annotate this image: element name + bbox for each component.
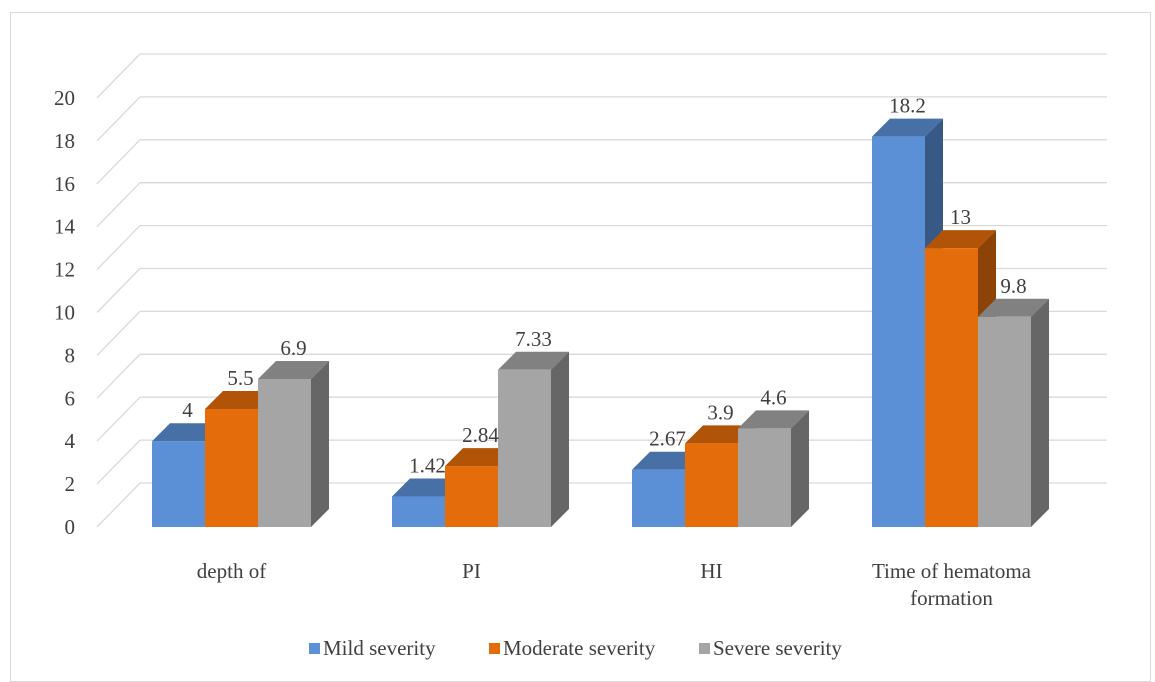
y-tick-label: 18 [54, 129, 75, 153]
legend-item: Severe severity [699, 636, 842, 660]
legend-label: Severe severity [713, 636, 842, 660]
bar [978, 298, 1049, 527]
bar [925, 230, 996, 527]
category-label: formation [910, 586, 993, 610]
bars [152, 118, 1049, 528]
y-tick-label: 6 [65, 386, 76, 410]
gridline [96, 53, 1107, 99]
data-label: 2.84 [462, 423, 499, 447]
data-label: 6.9 [280, 336, 306, 360]
category-label: HI [700, 559, 722, 583]
data-label: 4 [182, 398, 193, 422]
data-label: 5.5 [227, 366, 253, 390]
y-axis-ticks: 0 2 4 6 8 10 12 14 16 18 20 [54, 86, 76, 539]
y-tick-label: 14 [54, 215, 76, 239]
gridline [96, 224, 1107, 271]
y-tick-label: 12 [54, 258, 75, 282]
legend-swatch [309, 643, 320, 654]
data-label: 4.6 [760, 385, 786, 409]
data-label: 3.9 [707, 400, 733, 424]
data-labels: 4 5.5 6.9 1.42 2.84 7.33 2.67 3.9 4.6 18.2 13 9.8 [182, 94, 1026, 478]
legend-item: Moderate severity [489, 636, 656, 660]
gridline [96, 96, 1107, 142]
legend-swatch [489, 643, 500, 654]
y-tick-label: 2 [65, 472, 76, 496]
gridline [96, 139, 1107, 185]
legend-label: Mild severity [323, 636, 436, 660]
data-label: 9.8 [1000, 274, 1026, 298]
y-tick-label: 0 [65, 515, 76, 539]
data-label: 18.2 [889, 94, 926, 118]
legend-label: Moderate severity [503, 636, 656, 660]
data-label: 13 [950, 205, 971, 229]
y-tick-label: 16 [54, 172, 75, 196]
y-tick-label: 4 [65, 429, 76, 453]
y-tick-label: 8 [65, 343, 76, 367]
bar [498, 351, 569, 527]
bar [738, 410, 809, 527]
category-label: depth of [197, 559, 266, 583]
category-label: PI [462, 559, 481, 583]
y-tick-label: 20 [54, 86, 75, 110]
category-label: Time of hematoma [872, 559, 1032, 583]
legend-item: Mild severity [309, 636, 436, 660]
y-tick-label: 10 [54, 301, 75, 325]
bar [258, 360, 329, 527]
legend-swatch [699, 643, 710, 654]
data-label: 1.42 [409, 454, 446, 478]
x-axis-categories: depth of PI HI Time of hematoma formation [197, 559, 1032, 610]
legend: Mild severity Moderate severity Severe sev… [309, 636, 842, 660]
data-label: 7.33 [515, 327, 552, 351]
data-label: 2.67 [649, 427, 686, 451]
gridline [96, 182, 1107, 228]
